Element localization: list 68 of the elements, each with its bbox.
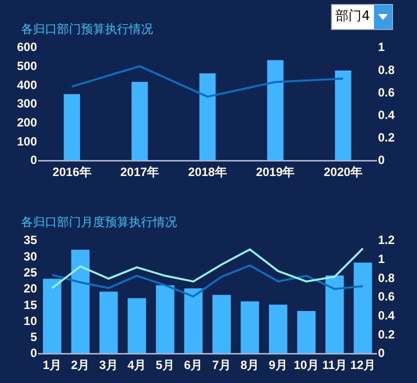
x-tick-label: 3月 [99,358,118,372]
y-tick-label: 0 [30,153,38,168]
chart-title: 各归口部门预算执行情况 [20,22,153,36]
y2-tick-label: 0 [378,153,385,168]
y-tick-label: 25 [24,265,38,280]
bar [268,304,288,353]
x-tick-label: 11月 [322,358,347,372]
y-tick-label: 30 [24,249,38,264]
y2-tick-label: 0.4 [378,108,396,122]
x-tick-label: 6月 [184,358,203,372]
bar [42,278,62,353]
y2-tick-label: 0.6 [378,290,396,304]
x-tick-label: 9月 [268,358,288,372]
bar [240,301,260,353]
bar [128,298,146,353]
dropdown: 部门4 [330,4,393,30]
x-tick-label: 2017年 [120,164,160,179]
line-series [70,65,344,98]
x-tick-label: 4月 [128,358,146,372]
line-series [51,264,364,298]
bar [64,94,80,160]
y-tick-label: 600 [16,40,38,54]
bar [156,285,174,353]
bar [325,276,344,353]
x-tick-label: 2018年 [188,164,227,179]
chart-title: 各归口部门月度预算执行情况 [20,215,177,230]
x-tick-label: 2019年 [256,164,295,179]
x-tick-label: 2020年 [324,164,362,179]
y-tick-label: 500 [16,59,38,74]
x-tick-label: 2016年 [52,164,92,179]
bar [334,70,352,160]
x-tick-label: 1月 [42,358,62,372]
x-tick-label: 8月 [240,358,260,372]
bar [199,73,216,160]
y-tick-label: 35 [24,233,38,248]
y-tick-label: 5 [30,330,38,344]
x-tick-label: 5月 [156,358,174,372]
bar [267,60,284,160]
y2-tick-label: 0.8 [378,62,396,77]
bar [71,250,90,353]
line-series [51,247,364,290]
y2-tick-label: 1.2 [378,233,396,248]
x-tick-label: 10月 [294,358,320,372]
y-tick-label: 300 [16,96,38,111]
y-tick-label: 400 [16,78,38,92]
y-tick-label: 20 [24,282,38,296]
x-tick-label: 2月 [71,358,90,372]
y2-tick-label: 0.2 [378,327,396,342]
bar [297,311,316,353]
y-tick-label: 100 [16,134,38,148]
y-tick-label: 0 [30,346,38,360]
bar [132,82,148,160]
bar [184,288,203,353]
y2-tick-label: 0.4 [378,308,396,323]
y-tick-label: 15 [24,298,38,312]
y2-tick-label: 1 [378,252,385,266]
x-tick-label: 12月 [350,358,376,372]
y2-tick-label: 0.8 [378,270,396,285]
y-tick-label: 10 [24,314,38,328]
y2-tick-label: 0 [378,346,385,360]
bar [354,262,372,353]
y2-tick-label: 0.2 [378,130,396,145]
y2-tick-label: 1 [378,40,385,54]
bar [212,294,231,353]
y-tick-label: 200 [16,116,38,130]
x-tick-label: 7月 [212,358,231,372]
bar [99,292,118,353]
y2-tick-label: 0.6 [378,85,396,100]
